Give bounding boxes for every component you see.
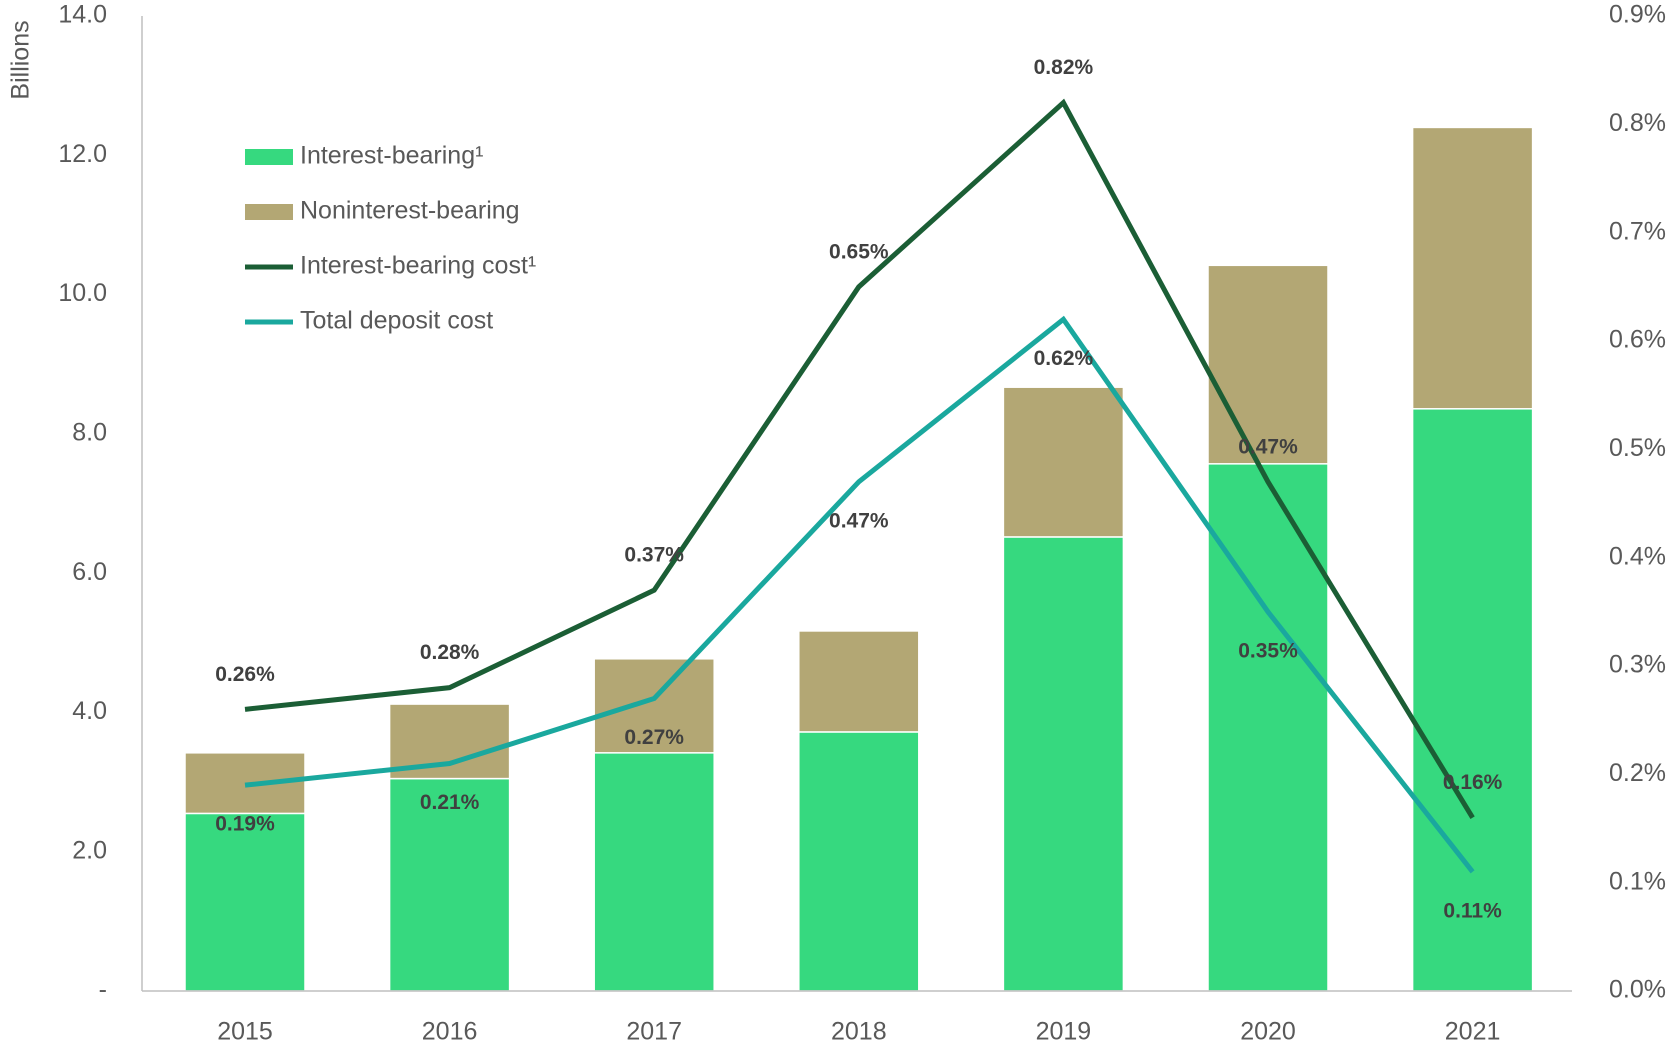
y2-tick-label: 0.5% bbox=[1609, 434, 1666, 462]
legend-label: Noninterest-bearing bbox=[300, 197, 520, 225]
x-tick-label: 2018 bbox=[831, 1018, 887, 1046]
data-label: 0.65% bbox=[829, 240, 889, 263]
x-tick-label: 2021 bbox=[1445, 1018, 1501, 1046]
x-tick-label: 2015 bbox=[217, 1018, 273, 1046]
x-tick-label: 2020 bbox=[1240, 1018, 1296, 1046]
bar bbox=[1002, 386, 1125, 538]
legend-swatch bbox=[245, 149, 293, 165]
bar bbox=[1411, 408, 1534, 992]
legend-swatch bbox=[245, 204, 293, 220]
y2-tick-label: 0.6% bbox=[1609, 326, 1666, 354]
bar bbox=[798, 630, 920, 733]
y2-tick-label: 0.1% bbox=[1609, 867, 1666, 895]
data-label: 0.11% bbox=[1443, 899, 1502, 922]
y-tick-label: 4.0 bbox=[72, 697, 107, 725]
y2-tick-label: 0.2% bbox=[1609, 759, 1666, 787]
data-label: 0.16% bbox=[1443, 771, 1503, 794]
bar bbox=[798, 731, 920, 992]
x-tick-label: 2017 bbox=[626, 1018, 682, 1046]
line-series bbox=[244, 98, 1475, 819]
data-label: 0.62% bbox=[1034, 347, 1094, 370]
bar bbox=[1411, 126, 1534, 410]
data-label: 0.35% bbox=[1238, 639, 1298, 662]
data-label: 0.26% bbox=[215, 663, 275, 686]
y2-tick-label: 0.8% bbox=[1609, 109, 1666, 137]
y-tick-label: 14.0 bbox=[58, 1, 107, 29]
y2-tick-label: 0.4% bbox=[1609, 542, 1666, 570]
bar bbox=[593, 752, 715, 992]
data-label: 0.19% bbox=[215, 813, 275, 836]
x-tick-label: 2019 bbox=[1036, 1018, 1092, 1046]
data-label: 0.37% bbox=[624, 544, 684, 567]
y-tick-label: 10.0 bbox=[58, 279, 107, 307]
legend-label: Total deposit cost bbox=[300, 307, 493, 335]
data-label: 0.47% bbox=[1238, 435, 1298, 458]
legend-label: Interest-bearing¹ bbox=[300, 142, 483, 170]
data-label: 0.27% bbox=[624, 726, 684, 749]
y2-tick-label: 0.0% bbox=[1609, 976, 1666, 1004]
bar bbox=[388, 777, 511, 992]
data-label: 0.21% bbox=[420, 791, 480, 814]
bar bbox=[1002, 536, 1125, 992]
bar bbox=[1207, 264, 1329, 465]
y2-tick-label: 0.7% bbox=[1609, 217, 1666, 245]
y-axis-label: Billions bbox=[7, 20, 35, 99]
bar bbox=[593, 658, 715, 754]
bar bbox=[184, 812, 306, 992]
y2-tick-label: 0.9% bbox=[1609, 1, 1666, 29]
y-tick-label: - bbox=[99, 976, 107, 1004]
y-tick-label: 2.0 bbox=[72, 836, 107, 864]
data-label: 0.28% bbox=[420, 641, 480, 664]
data-label: 0.82% bbox=[1034, 56, 1094, 79]
line-series bbox=[244, 315, 1475, 874]
data-label: 0.47% bbox=[829, 509, 889, 532]
y2-tick-label: 0.3% bbox=[1609, 651, 1666, 679]
x-tick-label: 2016 bbox=[422, 1018, 478, 1046]
y-tick-label: 6.0 bbox=[72, 558, 107, 586]
bar bbox=[1207, 463, 1329, 992]
legend-label: Interest-bearing cost¹ bbox=[300, 252, 536, 280]
y-tick-label: 8.0 bbox=[72, 418, 107, 446]
y-tick-label: 12.0 bbox=[58, 140, 107, 168]
